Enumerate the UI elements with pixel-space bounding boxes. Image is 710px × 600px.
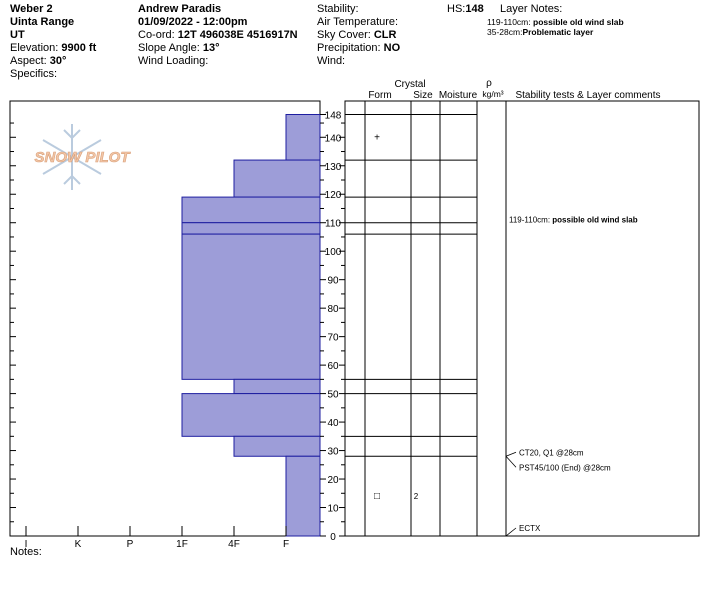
hardness-tick-label: F: [283, 539, 289, 550]
hardness-layer: [181, 393, 321, 437]
depth-tick-label: 60: [327, 361, 339, 372]
observation-datetime: 01/09/2022 - 12:00pm: [138, 16, 248, 28]
layer-note-text: possible old wind slab: [533, 17, 624, 27]
stability-test-pointer: [505, 455, 517, 468]
sky-value: CLR: [373, 29, 397, 41]
depth-tick-label: 10: [327, 504, 339, 515]
range-name: Uinta Range: [10, 16, 75, 28]
depth-axis: 0 10 20 30 40 50 60 70 80 90 100 110 120 130 140 148: [320, 110, 345, 543]
depth-tick-label: 20: [327, 475, 339, 486]
depth-tick-label: 0: [330, 532, 336, 543]
layer-notes-label: Layer Notes:: [500, 3, 563, 15]
snowpilot-logo: SNOW PILOT: [34, 124, 132, 190]
hardness-layer: [181, 222, 321, 235]
snowflake-icon: [42, 124, 102, 190]
specifics-label: Specifics:: [10, 68, 58, 80]
aspect-label: Aspect:: [10, 55, 47, 67]
form-header: Form: [368, 90, 391, 101]
air-temp-label: Air Temperature:: [317, 16, 399, 28]
hardness-tick-label: P: [127, 539, 134, 550]
precip-value: NO: [383, 42, 401, 54]
wind-label: Wind:: [317, 55, 346, 67]
elevation-value: 9900 ft: [61, 42, 97, 54]
stability-test-pointer: [505, 451, 517, 457]
layer-note: 35-28cm:Problematic layer: [487, 27, 624, 37]
hardness-layers: [181, 113, 321, 537]
aspect-value: 30°: [49, 55, 67, 67]
depth-tick-label: 148: [325, 110, 342, 121]
notes-label: Notes:: [10, 546, 42, 558]
observer-name: Andrew Paradis: [138, 3, 222, 15]
size-header: Size: [413, 90, 433, 101]
crystal-header: Crystal: [394, 79, 425, 90]
depth-tick-label: 80: [327, 304, 339, 315]
hardness-tick-label: K: [75, 539, 82, 550]
hs-value: 148: [465, 3, 484, 15]
depth-tick-label: 70: [327, 333, 339, 344]
depth-tick-label: 50: [327, 390, 339, 401]
hardness-layer: [285, 113, 321, 161]
layer-comment-range: 119-110cm:: [509, 216, 552, 225]
stability-test-label: CT20, Q1 @28cm: [519, 448, 584, 457]
layer-note-range: 35-28cm:: [487, 27, 523, 37]
stability-test-pointer: [505, 527, 517, 537]
layer-comment: 119-110cm: possible old wind slab: [509, 216, 638, 225]
rho-header: ρ: [486, 78, 492, 89]
header-col-conditions: Stability: Air Temperature: Sky Cover: C…: [317, 3, 400, 68]
layer-note-text: Problematic layer: [522, 27, 594, 37]
slope-label: Slope Angle:: [138, 42, 200, 54]
density-unit-header: kg/m³: [482, 89, 503, 99]
crystal-form-symbol: □: [374, 491, 380, 502]
depth-tick-label: 90: [327, 276, 339, 287]
hardness-layer: [233, 378, 321, 395]
hardness-tick-label: 1F: [176, 539, 188, 550]
hardness-axis: I K P 1F 4F F: [25, 526, 289, 550]
state-name: UT: [10, 29, 25, 41]
sky-label: Sky Cover:: [317, 29, 371, 41]
hardness-tick-label: I: [25, 539, 28, 550]
hardness-layer: [181, 233, 321, 380]
layer-notes-list: 119-110cm: possible old wind slab 35-28c…: [487, 17, 624, 37]
depth-tick-label: 40: [327, 418, 339, 429]
layer-table-frame: [344, 100, 700, 537]
hs-label: HS:: [447, 3, 466, 15]
layer-note: 119-110cm: possible old wind slab: [487, 17, 624, 27]
depth-tick-label: 110: [325, 219, 341, 230]
elevation-label: Elevation:: [10, 42, 59, 54]
layer-note-range: 119-110cm:: [487, 17, 531, 27]
depth-tick-label: 30: [327, 447, 339, 458]
hardness-layer: [181, 196, 321, 224]
hardness-tick-label: 4F: [228, 539, 240, 550]
location-name: Weber 2: [10, 3, 53, 15]
layer-cells: + □ 2: [374, 132, 419, 502]
slope-value: 13°: [202, 42, 220, 54]
comments-header: Stability tests & Layer comments: [515, 90, 660, 101]
left-ticks: [10, 122, 16, 537]
crystal-size-value: 2: [414, 492, 419, 501]
depth-tick-label: 140: [325, 133, 342, 144]
header-col-observer: Andrew Paradis 01/09/2022 - 12:00pm Co-o…: [138, 3, 298, 68]
stability-label: Stability:: [317, 3, 359, 15]
coord-value: 12T 496038E 4516917N: [177, 29, 298, 41]
stability-test-label: ECTX: [519, 524, 541, 533]
moisture-header: Moisture: [439, 90, 478, 101]
snow-height: HS:148: [447, 3, 484, 16]
layer-comment-text: possible old wind slab: [552, 216, 637, 225]
depth-tick-label: 130: [325, 162, 342, 173]
header-col-location: Weber 2 Uinta Range UT Elevation: 9900 f…: [10, 3, 96, 81]
crystal-form-symbol: +: [374, 132, 380, 143]
stability-test-label: PST45/100 (End) @28cm: [519, 463, 611, 472]
layer-boundaries: [345, 113, 477, 457]
depth-tick-label: 120: [325, 190, 342, 201]
logo-text: SNOW PILOT: [35, 149, 132, 166]
hardness-layer: [233, 435, 321, 457]
depth-tick-label: 100: [325, 247, 342, 258]
coord-label: Co-ord:: [138, 29, 175, 41]
stability-comments: 119-110cm: possible old wind slab CT20, Q…: [505, 216, 638, 537]
wind-loading-label: Wind Loading:: [138, 55, 209, 67]
hardness-layer: [233, 159, 321, 198]
hardness-layer: [285, 455, 321, 537]
precip-label: Precipitation:: [317, 42, 381, 54]
